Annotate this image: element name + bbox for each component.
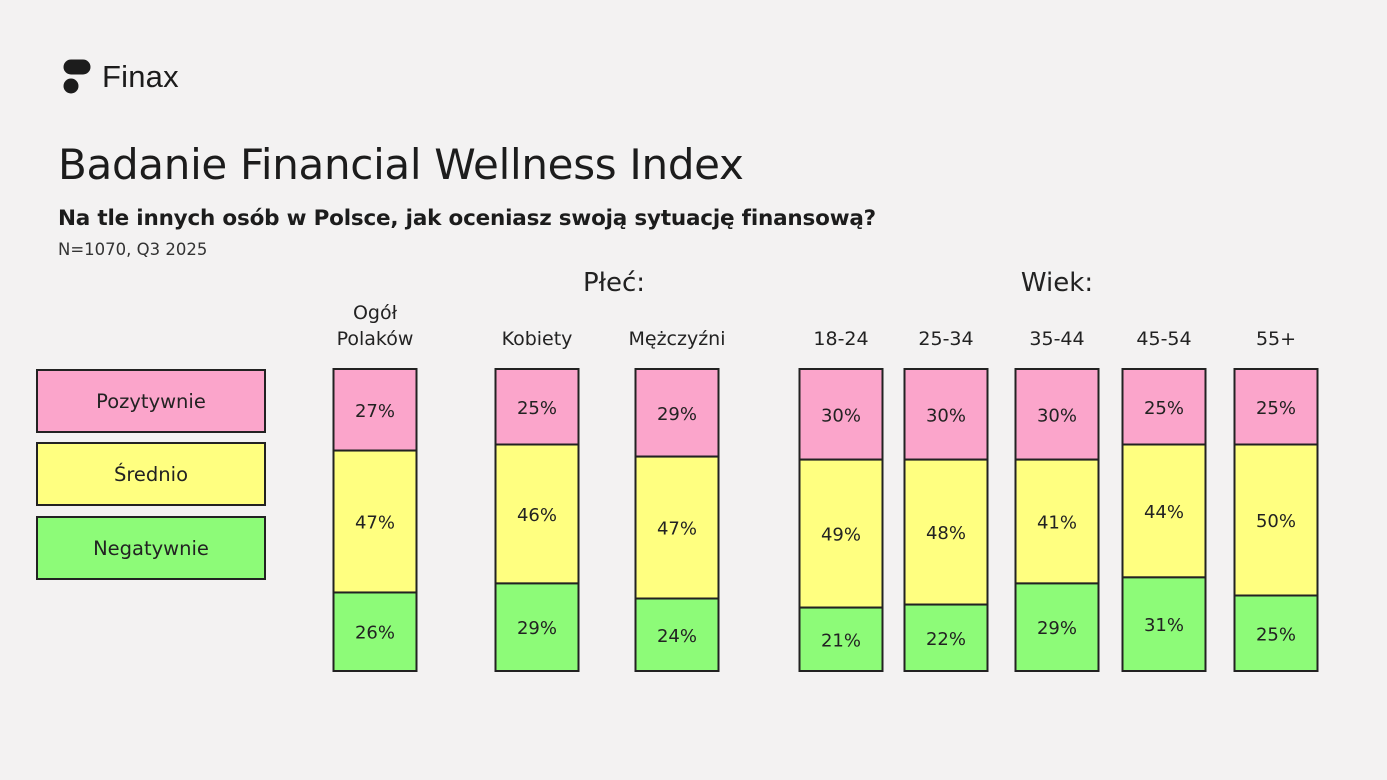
category-label-og-polak-w-line-2: Polaków bbox=[337, 328, 414, 350]
data-label-kobiety-rednio: 46% bbox=[517, 505, 557, 526]
bar-segment-45-54-negatywnie bbox=[1121, 576, 1207, 673]
brand-logo: Finax bbox=[62, 58, 179, 96]
data-label-35-44-pozytywnie: 30% bbox=[1037, 405, 1077, 426]
data-label-18-24-pozytywnie: 30% bbox=[821, 405, 861, 426]
category-label-18-24: 18-24 bbox=[813, 328, 868, 350]
data-label-55-negatywnie: 25% bbox=[1256, 624, 1296, 645]
bar-segment-og-polak-w-pozytywnie bbox=[332, 368, 418, 452]
page-title: Badanie Financial Wellness Index bbox=[58, 140, 744, 189]
bar-segment-18-24-rednio bbox=[798, 458, 884, 609]
bar-segment-25-34-negatywnie bbox=[903, 603, 989, 672]
data-label-45-54-pozytywnie: 25% bbox=[1144, 398, 1184, 419]
data-label-kobiety-negatywnie: 29% bbox=[517, 618, 557, 639]
category-label-m-czy-ni: Mężczyźni bbox=[628, 328, 725, 350]
bar-segment-kobiety-pozytywnie bbox=[494, 368, 580, 446]
finax-logo-icon bbox=[63, 59, 91, 94]
data-label-og-polak-w-negatywnie: 26% bbox=[355, 623, 395, 644]
bar-segment-m-czy-ni-negatywnie bbox=[634, 597, 720, 673]
bar-segment-kobiety-negatywnie bbox=[494, 582, 580, 672]
data-label-og-polak-w-pozytywnie: 27% bbox=[355, 401, 395, 422]
category-label-55: 55+ bbox=[1256, 328, 1296, 350]
bar-segment-35-44-negatywnie bbox=[1014, 582, 1100, 672]
data-label-18-24-rednio: 49% bbox=[821, 525, 861, 546]
data-label-45-54-rednio: 44% bbox=[1144, 502, 1184, 523]
data-label-55-rednio: 50% bbox=[1256, 511, 1296, 532]
bar-segment-18-24-pozytywnie bbox=[798, 368, 884, 461]
data-label-m-czy-ni-pozytywnie: 29% bbox=[657, 404, 697, 425]
bar-segment-18-24-negatywnie bbox=[798, 606, 884, 673]
bar-segment-25-34-rednio bbox=[903, 458, 989, 606]
data-label-m-czy-ni-negatywnie: 24% bbox=[657, 626, 697, 647]
bar-segment-35-44-rednio bbox=[1014, 458, 1100, 585]
data-label-25-34-negatywnie: 22% bbox=[926, 629, 966, 650]
survey-question: Na tle innych osób w Polsce, jak ocenias… bbox=[58, 206, 876, 231]
bar-segment-m-czy-ni-rednio bbox=[634, 455, 720, 600]
bar-segment-m-czy-ni-pozytywnie bbox=[634, 368, 720, 458]
sample-info: N=1070, Q3 2025 bbox=[58, 240, 208, 259]
data-label-25-34-rednio: 48% bbox=[926, 523, 966, 544]
data-label-m-czy-ni-rednio: 47% bbox=[657, 519, 697, 540]
legend-negative: Negatywnie bbox=[36, 516, 266, 580]
bar-segment-og-polak-w-rednio bbox=[332, 449, 418, 594]
bar-segment-35-44-pozytywnie bbox=[1014, 368, 1100, 461]
category-label-og-polak-w-line-1: Ogół bbox=[353, 302, 398, 324]
bar-segment-og-polak-w-negatywnie bbox=[332, 591, 418, 672]
data-label-35-44-negatywnie: 29% bbox=[1037, 618, 1077, 639]
bar-segment-kobiety-rednio bbox=[494, 443, 580, 585]
data-label-og-polak-w-rednio: 47% bbox=[355, 513, 395, 534]
bar-segment-45-54-rednio bbox=[1121, 443, 1207, 579]
category-label-45-54: 45-54 bbox=[1136, 328, 1191, 350]
bar-segment-55-pozytywnie bbox=[1233, 368, 1319, 446]
category-label-35-44: 35-44 bbox=[1029, 328, 1084, 350]
bar-segment-25-34-pozytywnie bbox=[903, 368, 989, 461]
category-label-25-34: 25-34 bbox=[918, 328, 973, 350]
legend-average: Średnio bbox=[36, 442, 266, 506]
group-label-gender: Płeć: bbox=[582, 268, 646, 298]
brand-name: Finax bbox=[102, 59, 179, 94]
data-label-45-54-negatywnie: 31% bbox=[1144, 615, 1184, 636]
data-label-55-pozytywnie: 25% bbox=[1256, 398, 1296, 419]
data-label-25-34-pozytywnie: 30% bbox=[926, 405, 966, 426]
group-label-age: Wiek: bbox=[1020, 268, 1094, 298]
category-label-kobiety: Kobiety bbox=[502, 328, 573, 350]
data-label-kobiety-pozytywnie: 25% bbox=[517, 398, 557, 419]
bar-segment-55-negatywnie bbox=[1233, 594, 1319, 672]
data-label-18-24-negatywnie: 21% bbox=[821, 630, 861, 651]
data-label-35-44-rednio: 41% bbox=[1037, 513, 1077, 534]
legend-positive: Pozytywnie bbox=[36, 369, 266, 433]
